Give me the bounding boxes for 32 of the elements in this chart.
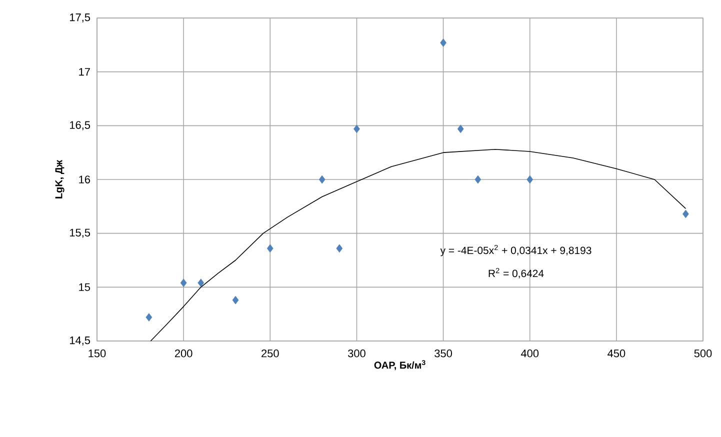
y-tick-label: 17 bbox=[79, 68, 90, 76]
point bbox=[440, 38, 446, 47]
point bbox=[180, 278, 187, 288]
x-tick-label: 450 bbox=[608, 350, 626, 358]
point bbox=[354, 124, 360, 134]
point bbox=[682, 210, 689, 218]
x-tick-label: 400 bbox=[520, 350, 539, 358]
y-tick-label: 16 bbox=[79, 176, 90, 184]
x-tick-label: 350 bbox=[434, 350, 452, 358]
x-tick-label: 300 bbox=[348, 350, 366, 358]
point bbox=[474, 175, 482, 184]
y-tick-label: 15,5 bbox=[70, 228, 90, 238]
y-tick-label: 16,5 bbox=[70, 121, 90, 130]
point bbox=[318, 175, 326, 184]
x-tick-label: 500 bbox=[694, 350, 712, 358]
x-tick-label: 250 bbox=[262, 350, 279, 358]
point bbox=[336, 244, 343, 253]
y-tick-label: 15 bbox=[79, 283, 90, 291]
point bbox=[526, 175, 534, 184]
x-axis-title: ОАР, Бк/м$^{3}$ bbox=[374, 360, 426, 370]
y-axis-title: LgK, Дж bbox=[55, 160, 64, 198]
y-tick-label: 14,5 bbox=[70, 336, 90, 346]
point bbox=[146, 313, 152, 322]
point bbox=[266, 244, 274, 253]
x-tick-label: 200 bbox=[174, 350, 192, 358]
x-tick-label: 150 bbox=[88, 350, 106, 358]
annotation: y = -4E-05x$^{2}$ + 0,0341x + 9,8193 bbox=[440, 244, 592, 256]
point bbox=[232, 296, 239, 304]
point bbox=[198, 278, 204, 288]
point bbox=[457, 124, 464, 134]
annotation: R$^{2}$ = 0,6424 bbox=[488, 268, 544, 278]
y-tick-label: 17,5 bbox=[70, 14, 90, 22]
